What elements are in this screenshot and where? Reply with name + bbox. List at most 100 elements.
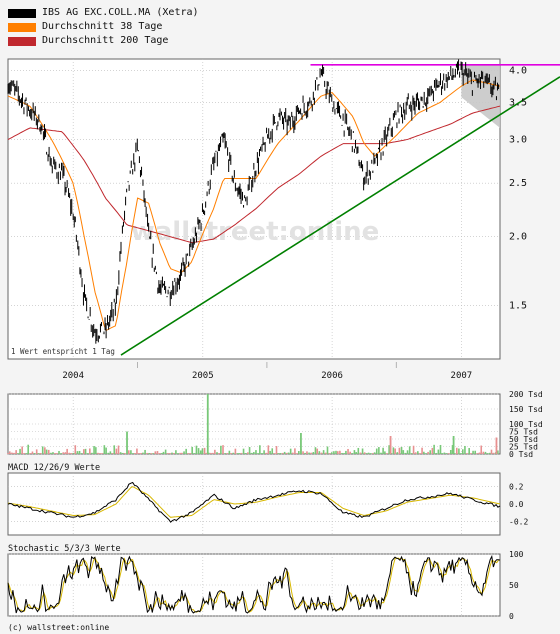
volume-bar (447, 453, 450, 454)
y-tick-label: -0.2 (509, 518, 528, 527)
volume-bar (302, 451, 304, 454)
volume-bar (273, 453, 276, 454)
volume-bar (474, 450, 477, 454)
volume-bar (83, 449, 85, 454)
macd-signal-line (7, 486, 501, 518)
volume-bar (197, 448, 200, 454)
volume-bar (400, 446, 403, 454)
volume-bar (107, 452, 110, 454)
volume-bar (222, 445, 224, 454)
y-tick-label: 100 Tsd (509, 420, 543, 429)
volume-bar (316, 448, 319, 454)
volume-bar (86, 453, 89, 454)
volume-bar (185, 448, 187, 454)
price-y-axis: 4.0 3.5 3.0 2.5 2.0 1.5 (509, 66, 527, 312)
volume-bar (414, 452, 417, 454)
volume-bar (365, 453, 368, 454)
volume-bar (283, 451, 286, 454)
volume-bar (41, 446, 44, 454)
volume-bar (121, 452, 124, 454)
volume-bar (472, 450, 474, 454)
volume-bar (345, 450, 347, 454)
volume-bar (113, 445, 116, 454)
watermark: wallstreet:online (131, 217, 380, 247)
volume-bar (324, 452, 327, 454)
volume-bar (279, 452, 282, 454)
volume-bar (355, 452, 357, 454)
volume-bar (287, 452, 290, 454)
legend-item: IBS AG EXC.COLL.MA (Xetra) (8, 6, 199, 20)
volume-bar (228, 450, 231, 454)
y-tick-label: 0.0 (509, 500, 524, 509)
volume-bar (27, 444, 29, 454)
volume-bar (171, 452, 173, 454)
stoch-k-line (7, 554, 501, 614)
volume-bar (271, 448, 274, 454)
volume-bar (191, 446, 193, 454)
volume-bar (380, 452, 382, 454)
volume-bar (351, 453, 354, 454)
volume-bar (462, 449, 464, 454)
legend-label: Durchschnitt 38 Tage (42, 21, 163, 32)
volume-bar (105, 447, 107, 454)
volume-bar (281, 452, 284, 454)
volume-bar (404, 452, 407, 454)
volume-bar (111, 453, 114, 454)
volume-bar (449, 450, 452, 454)
volume-bar (433, 444, 435, 454)
ma38-line (7, 79, 501, 332)
stoch-y-axis: 100 50 0 (509, 550, 524, 621)
x-tick-label: 2004 (62, 371, 84, 381)
legend-label: IBS AG EXC.COLL.MA (Xetra) (42, 7, 199, 18)
volume-bar (333, 451, 335, 454)
y-tick-label: 50 (509, 581, 519, 590)
volume-bar (427, 451, 429, 454)
volume-bar (304, 452, 306, 454)
volume-bar (208, 452, 210, 454)
volume-bar (470, 453, 472, 454)
volume-bar (150, 453, 153, 454)
volume-bar (148, 452, 151, 454)
volume-bar (248, 447, 251, 454)
volume-bar (216, 452, 218, 454)
volume-bar (64, 452, 67, 454)
volume-bar (76, 451, 79, 454)
volume-bar (445, 453, 448, 454)
volume-bar (458, 448, 460, 454)
volume-bar (74, 445, 77, 454)
volume-bar (453, 453, 456, 454)
volume-bar (134, 453, 136, 454)
volume-bar (443, 452, 446, 454)
volume-bar (425, 453, 427, 454)
volume-bar (490, 449, 493, 454)
volume-bar (130, 450, 132, 454)
footnote: 1 Wert entspricht 1 Tag (11, 347, 115, 356)
volume-spike (300, 433, 302, 454)
volume-bar (47, 449, 50, 454)
x-tick-label: 2007 (451, 371, 473, 381)
y-tick-label: 2.0 (509, 232, 527, 243)
volume-bar (484, 451, 487, 454)
volume-bar (373, 452, 376, 454)
volume-bar (214, 449, 216, 454)
volume-bar (54, 453, 56, 454)
volume-bar (45, 449, 48, 454)
volume-bar (480, 445, 483, 454)
volume-bar (199, 450, 202, 454)
volume-bar (127, 450, 130, 454)
volume-bar (335, 450, 337, 454)
volume-bar (15, 450, 17, 454)
volume-bar (203, 447, 206, 454)
volume-bar (103, 445, 106, 454)
volume-bar (244, 452, 247, 454)
volume-bar (50, 452, 52, 454)
volume-bar (372, 453, 374, 454)
volume-bar (392, 447, 395, 454)
legend-swatch (8, 8, 36, 18)
volume-bar (343, 453, 345, 454)
volume-bar (144, 449, 146, 454)
volume-bar (455, 447, 458, 454)
price-series (7, 59, 501, 344)
